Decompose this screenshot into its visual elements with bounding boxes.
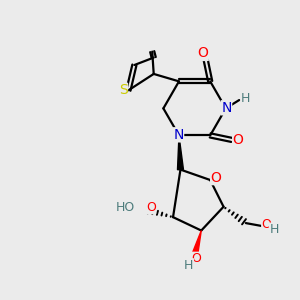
- Text: N: N: [173, 128, 184, 142]
- Text: O: O: [197, 46, 208, 60]
- Text: O: O: [262, 218, 272, 231]
- Text: O: O: [211, 171, 222, 184]
- Text: HO: HO: [116, 201, 135, 214]
- Polygon shape: [193, 230, 201, 254]
- Polygon shape: [178, 135, 183, 170]
- Text: N: N: [221, 101, 232, 115]
- Text: H: H: [241, 92, 250, 105]
- Text: H: H: [184, 259, 194, 272]
- Text: O: O: [191, 252, 201, 265]
- Text: O: O: [233, 133, 244, 147]
- Text: O: O: [146, 201, 156, 214]
- Text: H: H: [269, 223, 279, 236]
- Text: S: S: [119, 83, 128, 97]
